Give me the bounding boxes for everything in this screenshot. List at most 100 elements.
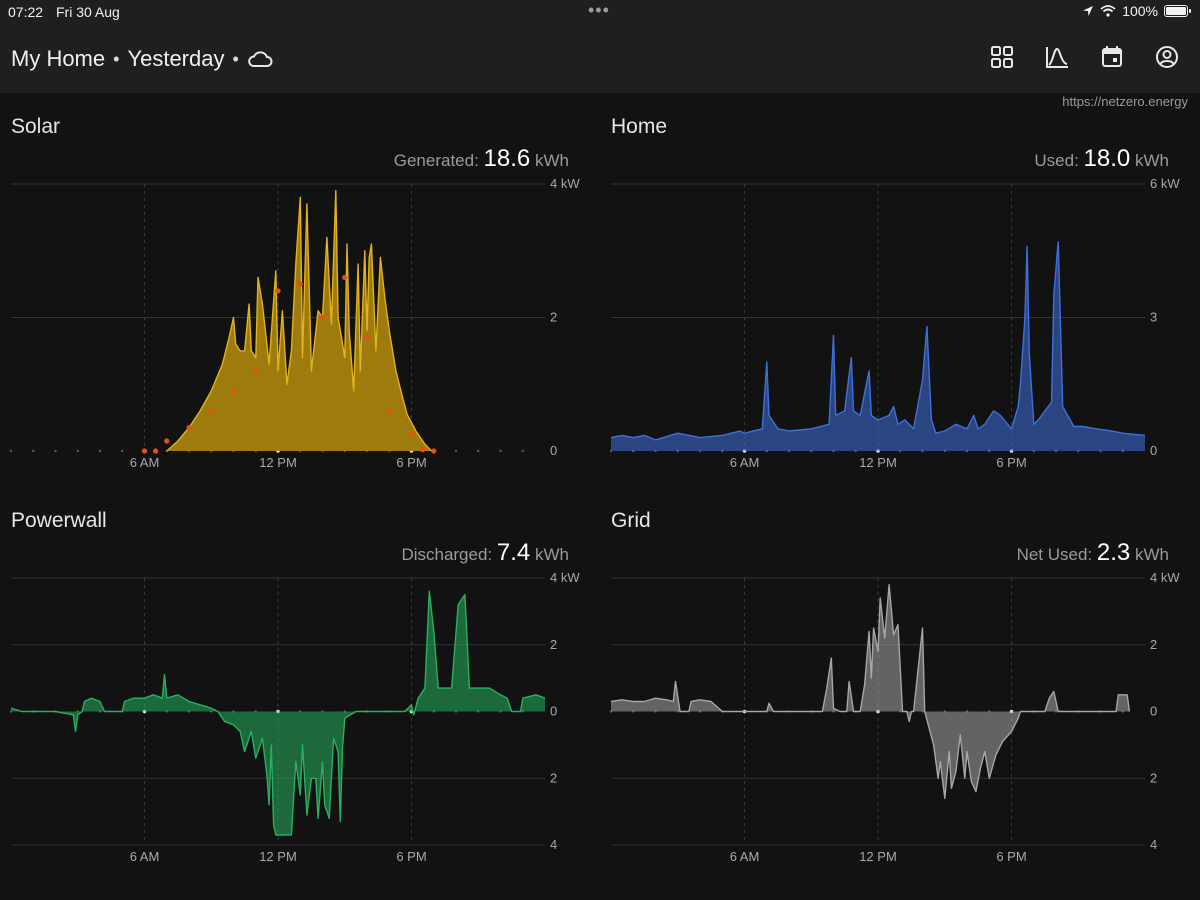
navigation-bar: My Home • Yesterday •: [0, 24, 1200, 93]
forecast-point: [141, 448, 148, 454]
panel-title: Grid: [611, 509, 651, 532]
toolbar-icons: [989, 44, 1180, 70]
y-tick-label: 3: [1150, 310, 1157, 325]
forecast-point: [275, 288, 281, 294]
location-arrow-icon: [1083, 6, 1094, 16]
forecast-point: [342, 274, 348, 281]
panel-title: Home: [611, 115, 668, 138]
x-tick-label: 6 AM: [130, 849, 160, 864]
battery-percentage: 100%: [1122, 3, 1158, 19]
home-panel: Home Used: 18.0 kWh 6 kW 3 0 6 AM 12 PM 6 PM: [600, 95, 1180, 475]
x-tick-label: 12 PM: [259, 455, 297, 470]
forecast-point: [319, 314, 326, 321]
y-tick-label: 4 kW: [550, 570, 580, 585]
forecast-point: [408, 431, 415, 437]
x-tick-label: 12 PM: [859, 849, 897, 864]
baseline-tick: [521, 449, 524, 453]
grid-view-icon[interactable]: [989, 44, 1015, 70]
series-area: [611, 241, 1145, 451]
baseline-tick: [121, 449, 124, 453]
account-icon[interactable]: [1154, 44, 1180, 70]
stat-value: 18.0: [1083, 145, 1131, 172]
series-area: [611, 584, 1130, 799]
multitasking-dots-icon[interactable]: •••: [588, 0, 610, 20]
series-area: [11, 591, 545, 835]
x-tick-label: 12 PM: [259, 849, 297, 864]
stat-unit: kWh: [535, 545, 569, 564]
y-tick-label: 2: [550, 637, 557, 652]
forecast-point: [208, 408, 214, 414]
status-date: Fri 30 Aug: [56, 4, 120, 20]
x-tick-label: 6 AM: [730, 849, 760, 864]
site-url[interactable]: https://netzero.energy: [1062, 94, 1188, 109]
panel-stat: Net Used: 2.3 kWh: [1017, 539, 1169, 567]
y-tick-label: 4: [550, 837, 557, 852]
baseline-tick: [54, 449, 57, 453]
x-tick-label: 6 AM: [730, 455, 760, 470]
baseline-tick: [76, 449, 79, 453]
forecast-point: [153, 448, 159, 454]
solar-chart[interactable]: 4 kW 2 0 6 AM 12 PM 6 PM: [0, 95, 580, 475]
status-time: 07:22: [8, 4, 44, 20]
stat-value: 18.6: [483, 145, 531, 172]
forecast-point: [420, 447, 426, 453]
forecast-point: [230, 388, 237, 394]
grid-chart[interactable]: 4 kW 2 0 2 4 6 AM 12 PM 6 PM: [600, 489, 1180, 869]
x-tick-label: 12 PM: [859, 455, 897, 470]
y-tick-label: 4 kW: [1150, 570, 1180, 585]
forecast-point: [297, 281, 303, 287]
baseline-tick: [98, 449, 102, 453]
y-tick-label: 2: [1150, 637, 1157, 652]
y-tick-label: 4: [1150, 837, 1157, 852]
chart-icon[interactable]: [1044, 44, 1070, 70]
series-area: [166, 190, 432, 451]
x-tick-label: 6 AM: [130, 455, 160, 470]
series-line: [610, 241, 1146, 441]
panel-stat: Generated: 18.6 kWh: [394, 145, 569, 173]
solar-panel: Solar Generated: 18.6 kWh 4 kW 2 0 6 AM 12 P…: [0, 95, 580, 475]
forecast-point: [364, 334, 370, 341]
stat-label: Net Used:: [1016, 545, 1093, 564]
powerwall-chart[interactable]: 4 kW 2 0 2 4 6 AM 12 PM 6 PM: [0, 489, 580, 869]
wifi-icon: [1100, 5, 1116, 17]
series-line: [610, 584, 1131, 799]
title-separator: •: [113, 48, 120, 69]
stat-unit: kWh: [1135, 151, 1169, 170]
forecast-point: [164, 438, 170, 444]
stat-value: 2.3: [1096, 539, 1131, 566]
y-tick-label: 0: [1150, 704, 1157, 719]
stat-value: 7.4: [496, 539, 531, 566]
battery-icon: [1164, 5, 1191, 17]
baseline-tick: [499, 449, 502, 453]
y-tick-label: 2: [550, 770, 557, 785]
panel-title: Solar: [11, 115, 61, 138]
stat-unit: kWh: [1135, 545, 1169, 564]
forecast-point: [431, 448, 437, 454]
status-indicators: 100%: [1082, 3, 1191, 19]
home-name[interactable]: My Home: [11, 46, 106, 71]
stat-label: Used:: [1034, 151, 1079, 170]
y-tick-label: 0: [550, 704, 557, 719]
x-tick-label: 6 PM: [996, 849, 1026, 864]
forecast-point: [386, 408, 392, 414]
page-title[interactable]: My Home • Yesterday •: [11, 46, 273, 72]
baseline-tick: [32, 449, 35, 453]
cloud-icon: [248, 51, 273, 67]
panel-title: Powerwall: [11, 509, 107, 532]
y-tick-label: 2: [550, 310, 557, 325]
calendar-icon[interactable]: [1099, 44, 1125, 70]
series-line: [10, 590, 546, 836]
status-bar: 07:22 Fri 30 Aug ••• 100%: [0, 0, 1200, 24]
panel-stat: Used: 18.0 kWh: [1034, 145, 1169, 173]
baseline-tick: [477, 449, 480, 453]
title-separator: •: [232, 48, 239, 69]
stat-label: Generated:: [393, 151, 479, 170]
period-label[interactable]: Yesterday: [127, 46, 225, 71]
series-line: [166, 190, 432, 452]
x-tick-label: 6 PM: [396, 849, 426, 864]
y-tick-label: 6 kW: [1150, 176, 1180, 191]
powerwall-panel: Powerwall Discharged: 7.4 kWh 4 kW 2 0 2 4 6 …: [0, 489, 580, 869]
home-chart[interactable]: 6 kW 3 0 6 AM 12 PM 6 PM: [600, 95, 1180, 475]
panel-stat: Discharged: 7.4 kWh: [401, 539, 569, 567]
grid-panel: Grid Net Used: 2.3 kWh 4 kW 2 0 2 4 6 AM 12 PM…: [600, 489, 1180, 869]
